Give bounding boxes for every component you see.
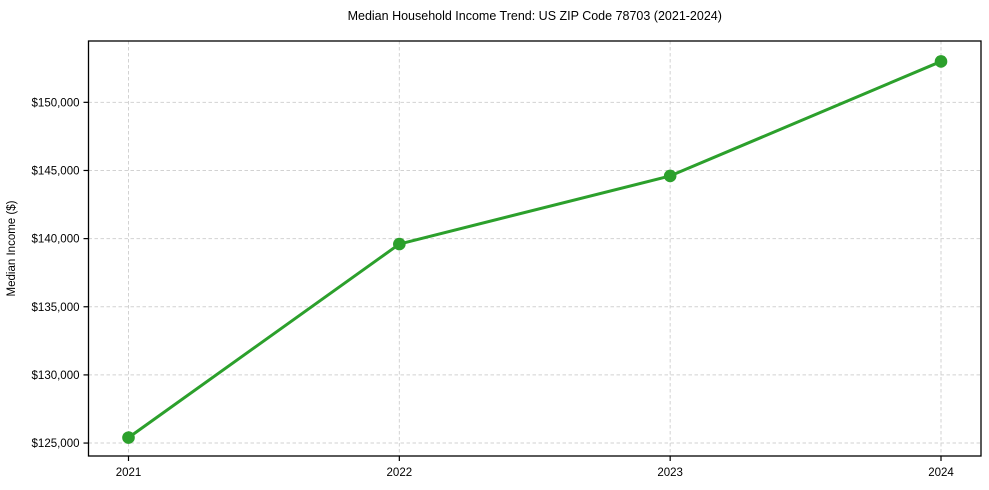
y-tick-label: $135,000 bbox=[32, 302, 80, 314]
gridlines bbox=[88, 41, 981, 456]
axis-tick-labels: $125,000 $130,000 $135,000 $140,000 $145,000… bbox=[32, 97, 955, 479]
x-tick-label: 2024 bbox=[928, 467, 954, 479]
y-tick-label: $140,000 bbox=[32, 234, 80, 246]
y-tick-label: $130,000 bbox=[32, 370, 80, 382]
data-point-marker bbox=[934, 55, 948, 68]
y-tick-label: $150,000 bbox=[32, 97, 80, 109]
data-point-marker bbox=[393, 237, 406, 251]
y-tick-label: $145,000 bbox=[32, 165, 80, 177]
x-tick-label: 2022 bbox=[387, 467, 413, 479]
data-point-marker bbox=[663, 169, 677, 183]
trend-line bbox=[127, 59, 943, 440]
y-axis-label: Median Income ($) bbox=[6, 200, 18, 296]
data-series bbox=[122, 55, 948, 444]
chart-title: Median Household Income Trend: US ZIP Co… bbox=[348, 9, 722, 23]
y-tick-label: $125,000 bbox=[32, 438, 80, 450]
axis-ticks bbox=[83, 101, 942, 461]
x-tick-label: 2021 bbox=[116, 467, 142, 479]
plot-border bbox=[87, 40, 982, 457]
data-point-marker bbox=[122, 431, 135, 444]
x-tick-label: 2023 bbox=[657, 467, 683, 479]
